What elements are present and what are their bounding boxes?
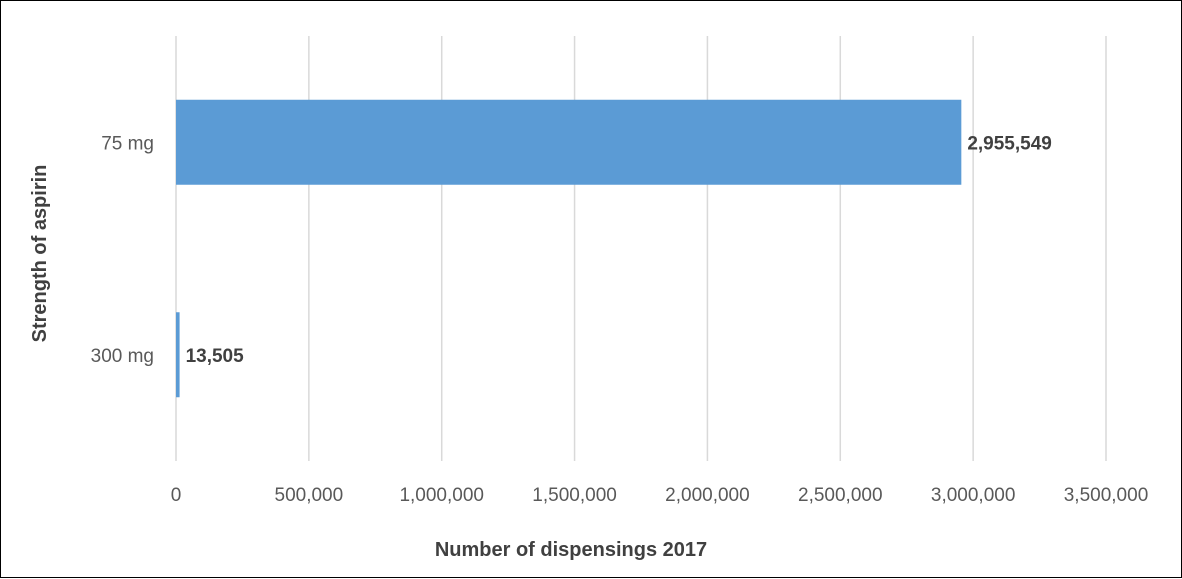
- x-tick-label-0: 0: [171, 485, 182, 506]
- y-axis-categories: 75 mg 300 mg: [91, 133, 154, 367]
- x-tick-label-3-000-000: 3,000,000: [931, 485, 1016, 506]
- data-label-300-mg: 13,505: [186, 346, 245, 367]
- category-label-300-mg: 300 mg: [91, 346, 154, 367]
- x-tick-label-2-500-000: 2,500,000: [798, 485, 883, 506]
- x-tick-label-1-000-000: 1,000,000: [399, 485, 484, 506]
- x-tick-label-1-500-000: 1,500,000: [532, 485, 617, 506]
- data-label-75-mg: 2,955,549: [967, 133, 1052, 154]
- x-axis-title: Number of dispensings 2017: [435, 539, 707, 561]
- bars: [176, 99, 962, 398]
- x-axis-ticks: 0 500,000 1,000,000 1,500,000 2,000,000 2,500…: [171, 485, 1149, 506]
- x-tick-label-500-000: 500,000: [275, 485, 344, 506]
- bar-300-mg: [176, 312, 180, 398]
- y-axis-title: Strength of aspirin: [29, 165, 51, 343]
- data-labels: 2,955,549 13,505: [186, 133, 1052, 367]
- x-tick-label-3-500-000: 3,500,000: [1064, 485, 1149, 506]
- category-label-75-mg: 75 mg: [101, 133, 154, 154]
- x-tick-label-2-000-000: 2,000,000: [665, 485, 750, 506]
- bar-75-mg: [176, 99, 962, 185]
